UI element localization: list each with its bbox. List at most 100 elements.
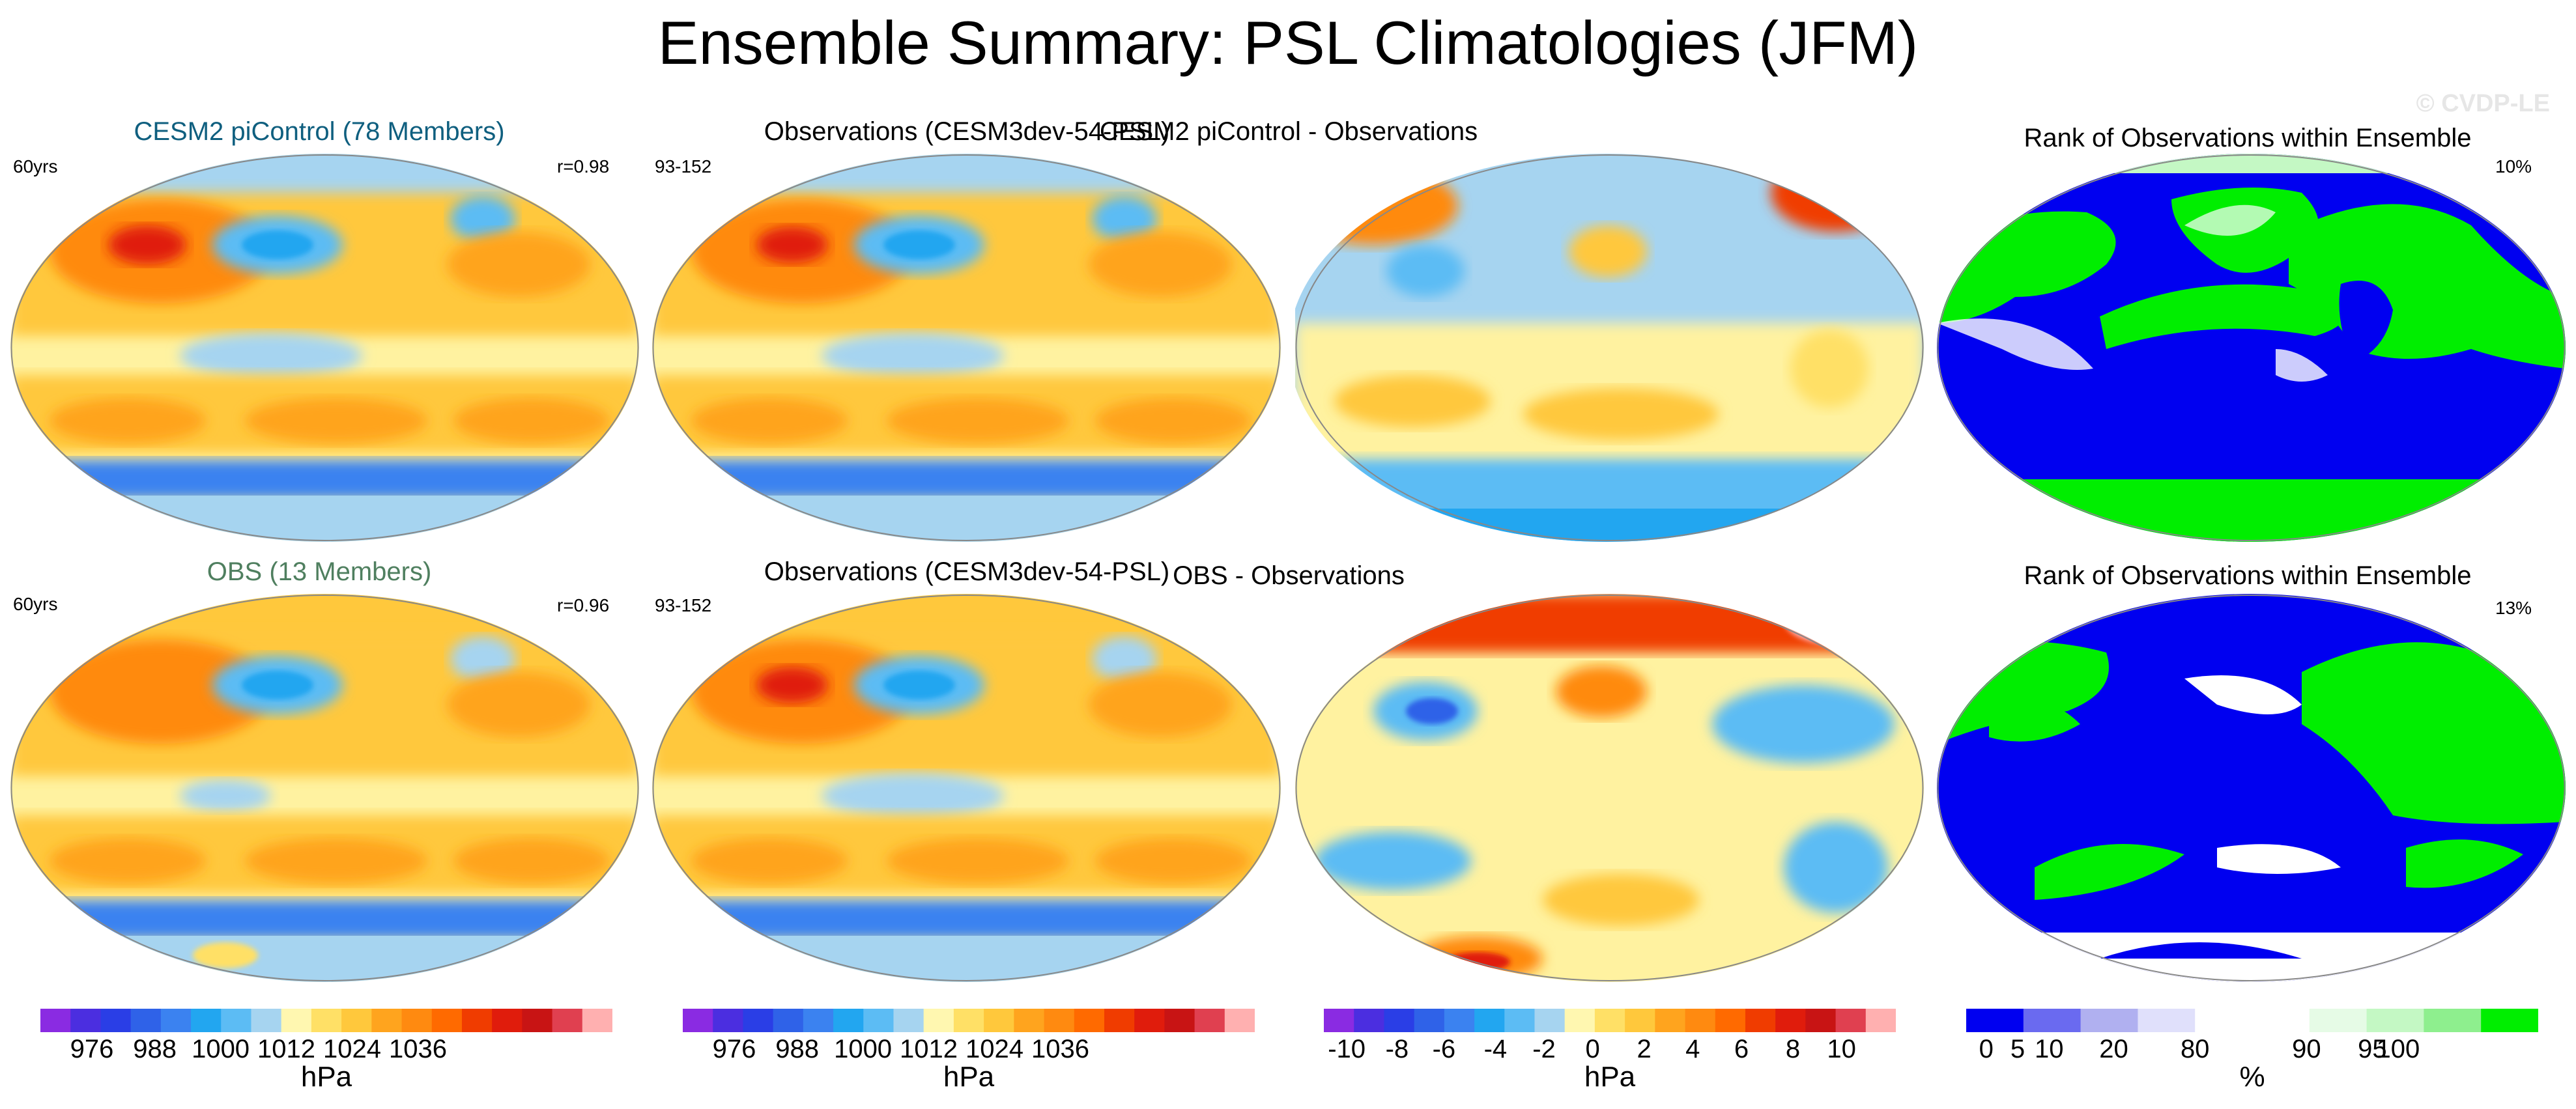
colorbar-1-swatch — [70, 1009, 101, 1032]
colorbar-1-tick-label: 1000 — [192, 1035, 250, 1063]
colorbar-1: 976 988 1000 1012 1024 1036 hPa — [40, 1009, 612, 1106]
colorbar-2-swatch — [683, 1009, 713, 1032]
colorbar-4-swatch — [1966, 1009, 2024, 1032]
colorbar-1-swatch — [281, 1009, 312, 1032]
colorbar-2-swatch — [1164, 1009, 1195, 1032]
map-ens1-clim — [10, 154, 639, 542]
rank-percent-2: 13% — [2495, 598, 2532, 618]
colorbar-1-swatches — [40, 1009, 612, 1032]
pattern-corr-ens1: r=0.98 — [557, 156, 610, 176]
panel-title-diff-2: OBS - Observations — [1173, 561, 1405, 590]
colorbar-4-swatch — [2195, 1009, 2253, 1032]
colorbar-3-ticks: -10 -8 -6 -4 -2 0 2 4 6 8 10 — [1324, 1032, 1896, 1065]
colorbar-4-unit: % — [2239, 1061, 2265, 1093]
panel-title-ens2: OBS (13 Members) — [207, 557, 432, 586]
watermark: © CVDP-LE — [2416, 90, 2550, 117]
colorbar-2-swatch — [1014, 1009, 1045, 1032]
colorbar-1-swatch — [371, 1009, 403, 1032]
figure-title: Ensemble Summary: PSL Climatologies (JFM… — [657, 8, 1919, 77]
colorbar-1-swatch — [311, 1009, 342, 1032]
colorbar-3: -10 -8 -6 -4 -2 0 2 4 6 8 10 hPa — [1324, 1009, 1896, 1106]
map-ens2-clim — [10, 594, 639, 982]
colorbar-2-swatch — [953, 1009, 984, 1032]
colorbar-2-ticks: 976 988 1000 1012 1024 1036 — [683, 1032, 1255, 1065]
colorbar-4-ticks: 0 5 10 20 80 90 95 100 — [1966, 1032, 2538, 1065]
colorbar-4-swatches — [1966, 1009, 2538, 1032]
colorbar-3-swatch — [1474, 1009, 1505, 1032]
map-diff-2 — [1295, 594, 1924, 982]
panel-title-obs-1: Observations (CESM3dev-54-PSL) — [764, 117, 1170, 146]
colorbar-4-swatch — [2080, 1009, 2138, 1032]
colorbar-1-swatch — [522, 1009, 553, 1032]
colorbar-3-swatch — [1444, 1009, 1475, 1032]
colorbar-1-tick-label: 1024 — [323, 1035, 381, 1063]
colorbar-2-swatch — [773, 1009, 804, 1032]
colorbar-3-tick-label: 2 — [1637, 1035, 1652, 1063]
colorbar-2-swatch — [893, 1009, 924, 1032]
colorbar-3-tick-label: -8 — [1385, 1035, 1409, 1063]
map-obs-clim-1 — [652, 154, 1281, 542]
colorbar-1-swatch — [221, 1009, 251, 1032]
colorbar-1-swatch — [401, 1009, 433, 1032]
colorbar-4-swatch — [2023, 1009, 2082, 1032]
colorbar-3-swatch — [1685, 1009, 1716, 1032]
colorbar-3-swatch — [1354, 1009, 1384, 1032]
pattern-corr-ens2: r=0.96 — [557, 595, 610, 615]
colorbar-4-swatch — [2138, 1009, 2196, 1032]
map-rank-1 — [1937, 154, 2566, 542]
colorbar-2-tick-label: 1024 — [966, 1035, 1023, 1063]
colorbar-4-swatch — [2424, 1009, 2482, 1032]
colorbar-2-tick-label: 976 — [712, 1035, 756, 1063]
colorbar-4: 0 5 10 20 80 90 95 100 % — [1966, 1009, 2538, 1106]
colorbar-3-swatch — [1775, 1009, 1806, 1032]
colorbar-2-swatch — [1194, 1009, 1225, 1032]
rank-percent-1: 10% — [2495, 156, 2532, 176]
colorbar-4-swatch — [2252, 1009, 2310, 1032]
colorbar-2-swatch — [833, 1009, 864, 1032]
years-label-ens2: 60yrs — [13, 594, 58, 614]
colorbar-3-tick-label: 4 — [1685, 1035, 1700, 1063]
colorbar-3-swatch — [1655, 1009, 1686, 1032]
colorbar-1-swatch — [431, 1009, 463, 1032]
colorbar-1-swatch — [461, 1009, 493, 1032]
colorbar-3-swatch — [1384, 1009, 1415, 1032]
colorbar-4-tick-label: 0 — [1979, 1035, 1994, 1063]
map-diff-1 — [1295, 154, 1924, 542]
colorbar-4-tick-label: 90 — [2292, 1035, 2321, 1063]
colorbar-1-swatch — [341, 1009, 372, 1032]
colorbar-2-swatch — [1074, 1009, 1105, 1032]
colorbar-1-swatch — [582, 1009, 612, 1032]
years-label-obs-2: 93-152 — [655, 595, 712, 615]
colorbar-2-tick-label: 1012 — [900, 1035, 958, 1063]
colorbar-1-swatch — [100, 1009, 132, 1032]
colorbar-1-tick-label: 988 — [133, 1035, 177, 1063]
years-label-ens1: 60yrs — [13, 156, 58, 176]
colorbar-3-tick-label: 0 — [1585, 1035, 1600, 1063]
panel-title-rank-1: Rank of Observations within Ensemble — [2024, 124, 2472, 152]
colorbar-2-tick-label: 1000 — [834, 1035, 893, 1063]
colorbar-3-swatch — [1594, 1009, 1625, 1032]
colorbar-3-tick-label: -10 — [1328, 1035, 1366, 1063]
colorbar-1-tick-label: 1036 — [388, 1035, 447, 1063]
colorbar-3-swatch — [1715, 1009, 1746, 1032]
colorbar-1-tick-label: 1012 — [257, 1035, 316, 1063]
colorbar-3-tick-label: -6 — [1432, 1035, 1456, 1063]
map-obs-clim-2 — [652, 594, 1281, 982]
colorbar-4-tick-label: 5 — [2010, 1035, 2025, 1063]
colorbar-1-unit: hPa — [300, 1061, 352, 1093]
colorbar-2-tick-label: 988 — [775, 1035, 819, 1063]
colorbar-3-tick-label: -2 — [1532, 1035, 1556, 1063]
colorbar-3-tick-label: 6 — [1734, 1035, 1749, 1063]
colorbar-2-swatch — [984, 1009, 1014, 1032]
colorbar-3-tick-label: 10 — [1827, 1035, 1856, 1063]
colorbar-3-swatch — [1324, 1009, 1354, 1032]
colorbar-1-tick-label: 976 — [70, 1035, 114, 1063]
panel-title-obs-2: Observations (CESM3dev-54-PSL) — [764, 557, 1170, 586]
colorbar-3-swatch — [1625, 1009, 1655, 1032]
panel-title-rank-2: Rank of Observations within Ensemble — [2024, 561, 2472, 590]
colorbar-2-swatch — [1134, 1009, 1165, 1032]
colorbar-4-swatch — [2481, 1009, 2538, 1032]
colorbar-2-swatch — [863, 1009, 894, 1032]
colorbar-4-tick-label: 100 — [2376, 1035, 2420, 1063]
colorbar-2-swatch — [713, 1009, 743, 1032]
